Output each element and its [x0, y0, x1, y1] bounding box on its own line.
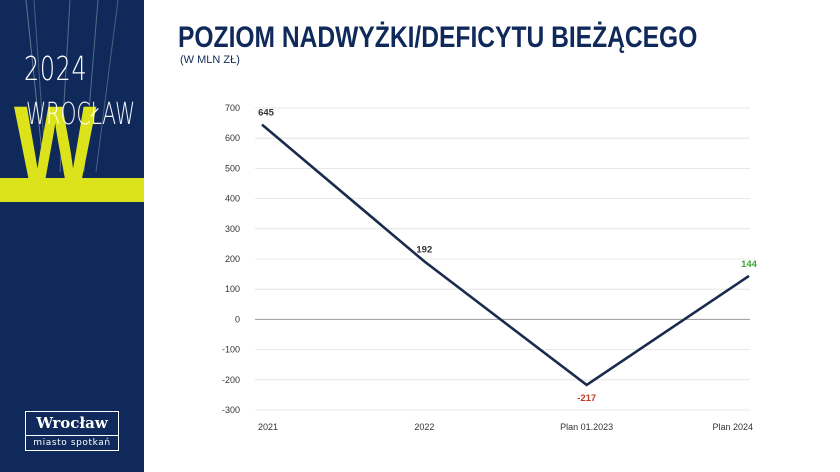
y-tick-label: 400	[225, 194, 240, 204]
x-tick-label: 2022	[414, 422, 434, 432]
y-tick-label: 600	[225, 133, 240, 143]
y-tick-label: 500	[225, 163, 240, 173]
accent-bar	[0, 178, 144, 202]
data-label: 144	[741, 259, 758, 270]
x-axis-ticks: 2021 2022 Plan 01.2023 Plan 2024	[258, 422, 753, 432]
data-label: 192	[416, 244, 432, 255]
y-tick-label: -100	[222, 345, 240, 355]
year-label: 2024	[24, 49, 88, 88]
data-label: -217	[577, 393, 596, 404]
chart-title: POZIOM NADWYŻKI/DEFICYTU BIEŻĄCEGO	[178, 21, 698, 54]
data-label: 645	[258, 108, 275, 119]
y-tick-label: 0	[235, 314, 240, 324]
city-logo: Wrocław miasto spotkań	[25, 411, 119, 451]
y-tick-label: 700	[225, 103, 240, 113]
grid-lines	[255, 107, 750, 411]
city-wordmark: WROCŁAW	[26, 97, 136, 132]
series-line	[261, 123, 750, 387]
y-tick-label: -300	[222, 405, 240, 415]
side-panel: W 2024 WROCŁAW Wrocław miasto spotkań	[0, 0, 144, 472]
x-tick-label: 2021	[258, 422, 278, 432]
y-axis-ticks: 700 600 500 400 300 200 100 0 -100 -200 -300	[222, 103, 240, 415]
y-tick-label: -200	[222, 375, 240, 385]
y-tick-label: 100	[225, 284, 240, 294]
data-labels: 645 192 -217 144	[258, 108, 758, 404]
x-tick-label: Plan 01.2023	[560, 422, 613, 432]
decorative-lines	[25, 0, 119, 173]
x-tick-label: Plan 2024	[712, 422, 753, 432]
logo-tagline: miasto spotkań	[33, 438, 111, 448]
series-lines	[261, 123, 750, 387]
y-tick-label: 300	[225, 224, 240, 234]
chart-subtitle: (W MLN ZŁ)	[180, 54, 240, 66]
logo-name: Wrocław	[26, 412, 118, 436]
y-tick-label: 200	[225, 254, 240, 264]
